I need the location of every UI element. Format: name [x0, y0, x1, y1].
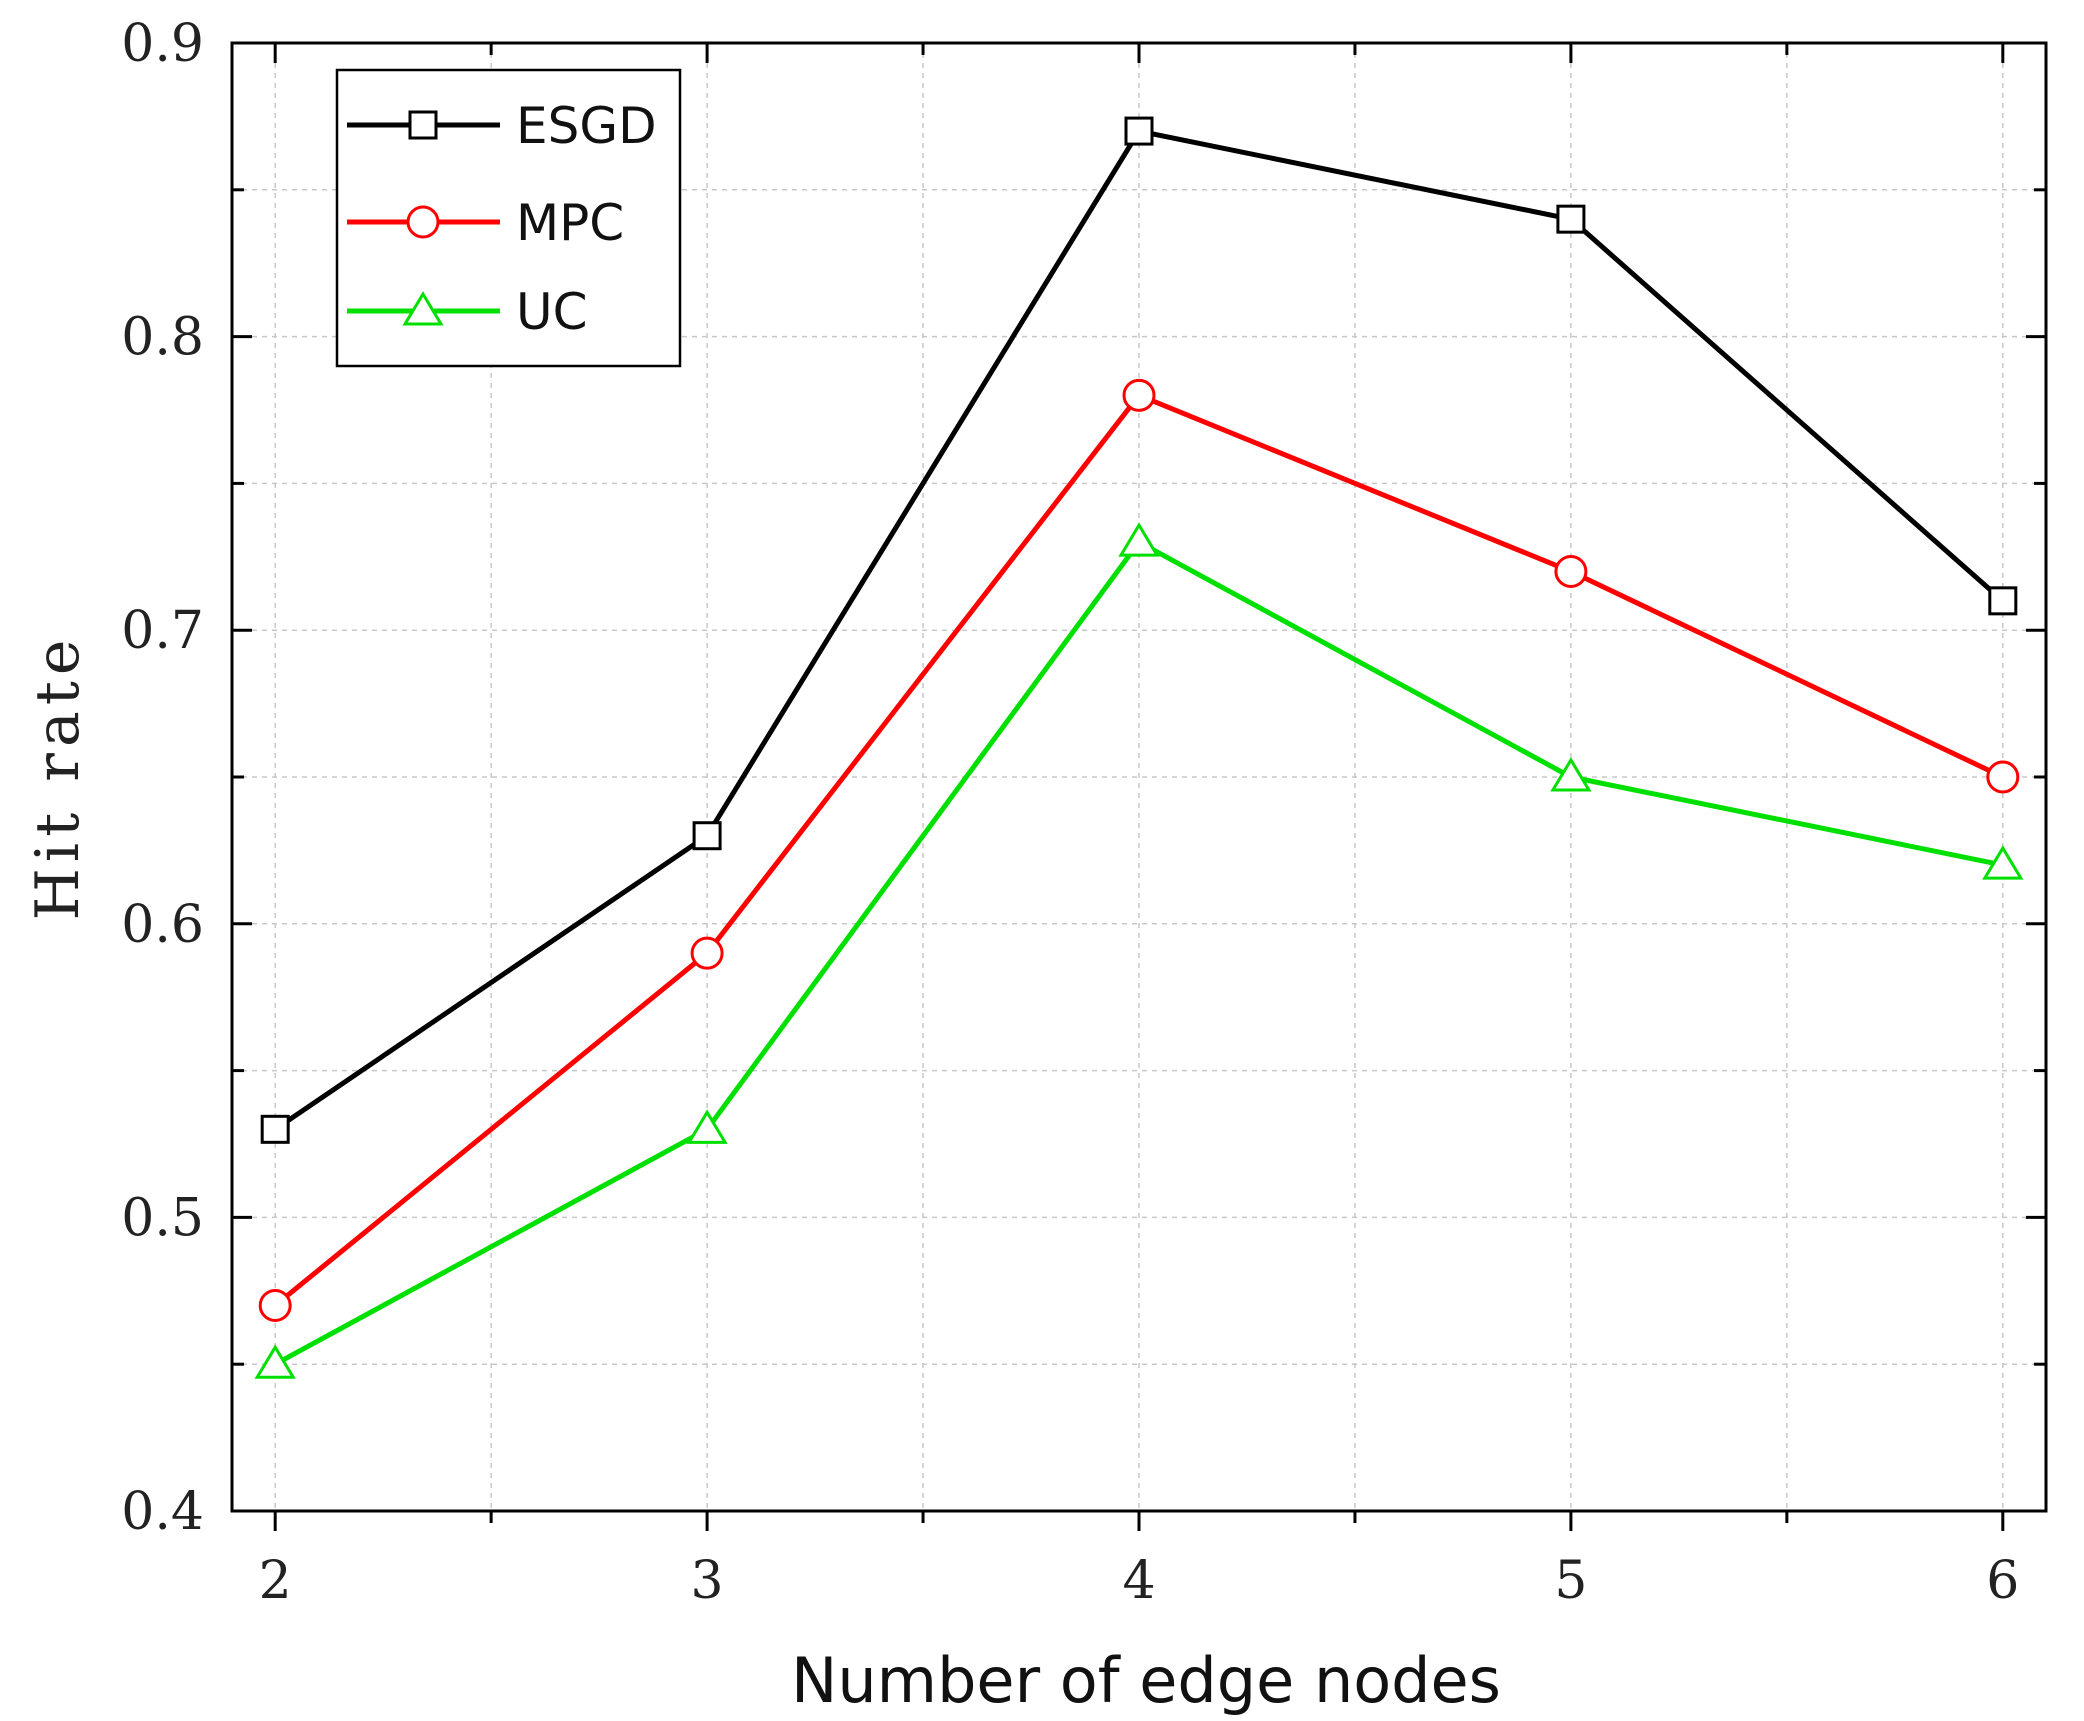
y-tick-label: 0.6 — [121, 895, 204, 955]
y-tick-label: 0.8 — [121, 308, 204, 368]
legend: ESGD MPC UC — [335, 68, 682, 368]
data-point-mpc — [1554, 554, 1588, 588]
series-esgd — [260, 116, 2018, 1144]
legend-marker-mpc — [406, 205, 440, 239]
x-tick-label: 5 — [1554, 1551, 1587, 1611]
data-point-esgd — [1556, 204, 1586, 234]
legend-label-esgd: ESGD — [516, 97, 657, 155]
data-point-esgd — [1124, 116, 1154, 146]
data-point-uc — [254, 1344, 296, 1379]
legend-box — [335, 68, 682, 368]
y-tick-label: 0.9 — [121, 14, 204, 74]
data-point-esgd — [692, 821, 722, 851]
data-point-uc — [686, 1109, 728, 1144]
legend-marker-uc — [402, 291, 444, 326]
data-point-mpc — [690, 936, 724, 970]
series-layer — [254, 116, 2024, 1379]
y-tick-label: 0.4 — [121, 1482, 204, 1542]
x-tick-label: 3 — [691, 1551, 724, 1611]
legend-marker-esgd — [408, 110, 438, 140]
y-axis-title: Hit rate — [23, 634, 93, 921]
data-point-mpc — [1122, 378, 1156, 412]
series-mpc — [258, 378, 2020, 1322]
data-point-mpc — [1986, 760, 2020, 794]
legend-item-uc: UC — [347, 283, 588, 341]
data-point-mpc — [258, 1288, 292, 1322]
legend-item-mpc: MPC — [347, 194, 624, 252]
data-point-uc — [1118, 522, 1160, 557]
x-axis-title: Number of edge nodes — [791, 1644, 1501, 1717]
x-tick-label: 4 — [1122, 1551, 1155, 1611]
legend-item-esgd: ESGD — [347, 97, 657, 155]
x-tick-label: 2 — [259, 1551, 292, 1611]
data-point-uc — [1550, 757, 1592, 792]
series-uc — [254, 522, 2024, 1379]
data-point-uc — [1982, 845, 2024, 880]
x-tick-label: 6 — [1986, 1551, 2019, 1611]
legend-label-uc: UC — [516, 283, 588, 341]
y-tick-label: 0.7 — [121, 601, 204, 661]
legend-label-mpc: MPC — [516, 194, 624, 252]
y-tick-label: 0.5 — [121, 1188, 204, 1248]
data-point-esgd — [1988, 586, 2018, 616]
ticks: 2 3 4 5 6 0.4 0.5 0.6 0.7 0.8 0.9 — [121, 14, 2046, 1611]
data-point-esgd — [260, 1114, 290, 1144]
